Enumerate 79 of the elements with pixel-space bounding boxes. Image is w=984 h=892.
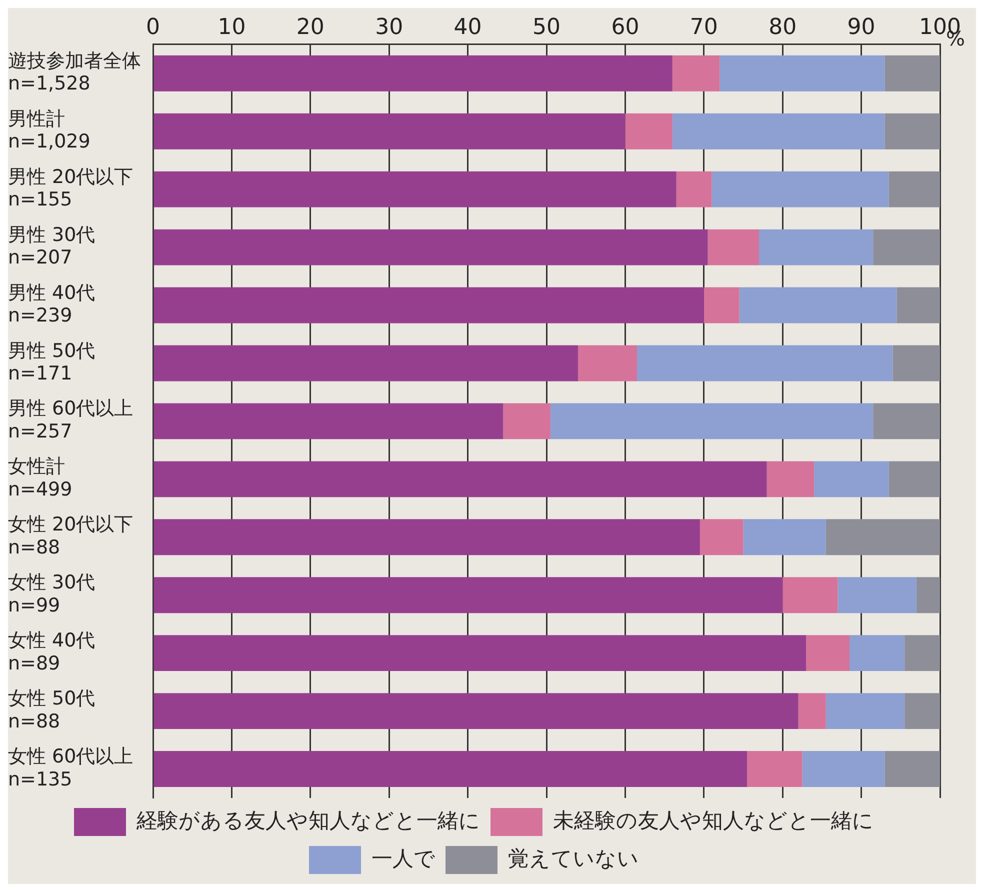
bar [826, 693, 905, 730]
y-tick-label: 女性 40代 n=89 [8, 630, 96, 674]
legend-label: 一人で [372, 846, 436, 870]
legend-label: 経験がある友人や知人などと一緒に [136, 808, 480, 832]
bar [578, 345, 638, 382]
bar [896, 287, 940, 324]
bar [154, 751, 748, 787]
bar [892, 345, 940, 382]
bar [782, 577, 838, 614]
bar [154, 693, 798, 730]
bar [739, 287, 897, 324]
bar [154, 171, 676, 208]
bar [838, 577, 916, 614]
bar [154, 577, 783, 614]
y-tick-label: 遊技参加者全体 n=1,528 [8, 50, 141, 95]
y-tick-label: 男性 20代以下 n=155 [8, 166, 134, 211]
bar [550, 403, 874, 440]
bar [873, 403, 940, 440]
bar [154, 635, 806, 672]
bar [884, 55, 940, 92]
bar [154, 229, 708, 266]
y-tick-label: 女性 30代 n=99 [8, 572, 96, 616]
bar [802, 751, 885, 787]
legend-label: 未経験の友人や知人などと一緒に [553, 808, 874, 832]
bar [758, 229, 874, 266]
bar [806, 635, 850, 672]
x-tick-label: 60 [611, 14, 640, 40]
y-tick-label: 女性 50代 n=88 [8, 688, 96, 732]
y-tick-label: 男性 30代 n=207 [8, 224, 96, 269]
bar [743, 519, 826, 556]
x-tick-label: 80 [768, 14, 797, 40]
bar [904, 693, 940, 730]
x-tick-label: 50 [532, 14, 560, 40]
bar [154, 519, 700, 556]
bar [747, 751, 802, 787]
y-tick-label: 男性 50代 n=171 [8, 340, 96, 385]
bar [720, 55, 885, 92]
x-tick-label: 30 [375, 14, 404, 40]
y-tick-label: 女性計 n=499 [8, 456, 72, 501]
bar [798, 693, 826, 730]
y-tick-label: 男性 60代以上 n=257 [8, 398, 134, 443]
bar [672, 113, 885, 150]
bar [766, 461, 814, 498]
y-tick-label: 女性 20代以下 n=88 [8, 514, 134, 558]
x-tick-label: 10 [218, 14, 246, 40]
bar [884, 113, 940, 150]
bar [884, 751, 940, 787]
bar [916, 577, 940, 614]
bar [154, 287, 704, 324]
bar [154, 345, 578, 382]
bar [888, 461, 940, 498]
bar [672, 55, 720, 92]
bar [708, 229, 759, 266]
bar [826, 519, 940, 556]
x-tick-label: 40 [454, 14, 482, 40]
bar [888, 171, 940, 208]
bar [676, 171, 712, 208]
bar [849, 635, 905, 672]
bar [503, 403, 550, 440]
x-tick-label: 90 [847, 14, 876, 40]
bar [704, 287, 740, 324]
bar [700, 519, 744, 556]
x-tick-label: 20 [296, 14, 324, 40]
bar [154, 461, 767, 498]
bar [154, 113, 626, 150]
bar [873, 229, 940, 266]
y-tick-label: 男性 40代 n=239 [8, 282, 96, 327]
bar [637, 345, 893, 382]
bar [154, 55, 672, 92]
bar [904, 635, 940, 672]
bar [712, 171, 889, 208]
x-tick-label: 70 [690, 14, 718, 40]
bar [625, 113, 672, 150]
legend-label: 覚えていない [508, 846, 639, 870]
bar [814, 461, 889, 498]
y-tick-label: 男性計 n=1,029 [8, 108, 90, 153]
y-tick-label: 女性 60代以上 n=135 [8, 746, 134, 790]
bar [154, 403, 504, 440]
x-tick-label: 0 [146, 14, 160, 40]
